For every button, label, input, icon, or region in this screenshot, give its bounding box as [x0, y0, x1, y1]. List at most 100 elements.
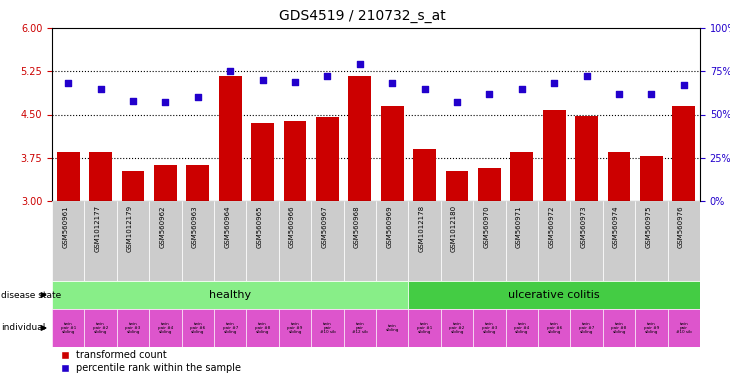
- Bar: [57, 152, 80, 201]
- Text: GSM560972: GSM560972: [548, 205, 554, 248]
- Text: twin
pair #9
sibling: twin pair #9 sibling: [644, 322, 659, 334]
- Bar: [640, 156, 663, 201]
- Bar: [117, 201, 149, 281]
- Bar: [149, 201, 182, 281]
- Text: twin
pair #2
sibling: twin pair #2 sibling: [93, 322, 108, 334]
- Bar: [279, 309, 311, 347]
- Bar: [85, 309, 117, 347]
- Bar: [279, 201, 311, 281]
- Point: [613, 91, 625, 97]
- Text: GSM560974: GSM560974: [613, 205, 619, 248]
- Bar: [251, 123, 274, 201]
- Text: GDS4519 / 210732_s_at: GDS4519 / 210732_s_at: [279, 9, 445, 23]
- Bar: [376, 309, 408, 347]
- Bar: [603, 201, 635, 281]
- Text: GSM560971: GSM560971: [516, 205, 522, 248]
- Bar: [538, 201, 570, 281]
- Bar: [247, 201, 279, 281]
- Point: [483, 91, 495, 97]
- Text: twin
pair #4
sibling: twin pair #4 sibling: [514, 322, 529, 334]
- Bar: [316, 118, 339, 201]
- Text: GSM560963: GSM560963: [192, 205, 198, 248]
- Bar: [247, 309, 279, 347]
- Text: twin
pair #8
sibling: twin pair #8 sibling: [255, 322, 270, 334]
- Bar: [441, 201, 473, 281]
- Bar: [219, 76, 242, 201]
- Bar: [214, 201, 247, 281]
- Point: [548, 80, 560, 86]
- Point: [224, 68, 236, 74]
- Text: GSM560967: GSM560967: [321, 205, 327, 248]
- Text: twin
pair
#12 sib: twin pair #12 sib: [352, 322, 368, 334]
- Bar: [668, 309, 700, 347]
- Bar: [478, 167, 501, 201]
- Text: twin
pair #4
sibling: twin pair #4 sibling: [158, 322, 173, 334]
- Point: [678, 82, 690, 88]
- Text: GSM1012177: GSM1012177: [95, 205, 101, 252]
- Text: twin
pair #3
sibling: twin pair #3 sibling: [126, 322, 141, 334]
- Point: [192, 94, 204, 100]
- Bar: [311, 201, 344, 281]
- Bar: [445, 171, 469, 201]
- Point: [257, 77, 269, 83]
- Text: twin
pair #6
sibling: twin pair #6 sibling: [547, 322, 562, 334]
- Bar: [603, 309, 635, 347]
- Point: [516, 86, 528, 92]
- Text: GSM560968: GSM560968: [354, 205, 360, 248]
- Text: twin
pair
#10 sib: twin pair #10 sib: [676, 322, 692, 334]
- Bar: [635, 309, 668, 347]
- Bar: [506, 309, 538, 347]
- Bar: [344, 201, 376, 281]
- Bar: [376, 201, 408, 281]
- Bar: [149, 309, 182, 347]
- Bar: [408, 281, 700, 309]
- Point: [321, 73, 333, 79]
- Point: [62, 80, 74, 86]
- Bar: [668, 201, 700, 281]
- Text: GSM560962: GSM560962: [159, 205, 166, 248]
- Bar: [186, 165, 209, 201]
- Text: GSM1012180: GSM1012180: [451, 205, 457, 252]
- Point: [127, 98, 139, 104]
- Bar: [538, 309, 570, 347]
- Bar: [344, 309, 376, 347]
- Bar: [52, 281, 408, 309]
- Bar: [672, 106, 695, 201]
- Legend: transformed count, percentile rank within the sample: transformed count, percentile rank withi…: [57, 346, 245, 377]
- Text: twin
sibling: twin sibling: [385, 324, 399, 332]
- Bar: [52, 201, 85, 281]
- Bar: [607, 152, 630, 201]
- Text: GSM1012179: GSM1012179: [127, 205, 133, 252]
- Text: twin
pair #1
sibling: twin pair #1 sibling: [417, 322, 432, 334]
- Text: GSM560970: GSM560970: [483, 205, 489, 248]
- Bar: [473, 309, 506, 347]
- Text: twin
pair #3
sibling: twin pair #3 sibling: [482, 322, 497, 334]
- Point: [289, 79, 301, 85]
- Text: GSM560975: GSM560975: [645, 205, 651, 248]
- Text: GSM560964: GSM560964: [224, 205, 230, 248]
- Point: [95, 86, 107, 92]
- Bar: [182, 201, 214, 281]
- Bar: [381, 106, 404, 201]
- Bar: [52, 309, 85, 347]
- Bar: [441, 309, 473, 347]
- Text: disease state: disease state: [1, 291, 61, 300]
- Bar: [122, 171, 145, 201]
- Bar: [506, 201, 538, 281]
- Bar: [311, 309, 344, 347]
- Point: [160, 99, 172, 106]
- Text: healthy: healthy: [209, 290, 251, 300]
- Bar: [348, 76, 371, 201]
- Point: [581, 73, 593, 79]
- Text: twin
pair #9
sibling: twin pair #9 sibling: [288, 322, 303, 334]
- Text: twin
pair #7
sibling: twin pair #7 sibling: [579, 322, 594, 334]
- Text: GSM560969: GSM560969: [386, 205, 392, 248]
- Text: GSM560966: GSM560966: [289, 205, 295, 248]
- Bar: [635, 201, 668, 281]
- Bar: [473, 201, 506, 281]
- Point: [419, 86, 431, 92]
- Bar: [510, 152, 533, 201]
- Text: twin
pair
#10 sib: twin pair #10 sib: [320, 322, 335, 334]
- Text: GSM560976: GSM560976: [677, 205, 684, 248]
- Text: GSM560961: GSM560961: [62, 205, 68, 248]
